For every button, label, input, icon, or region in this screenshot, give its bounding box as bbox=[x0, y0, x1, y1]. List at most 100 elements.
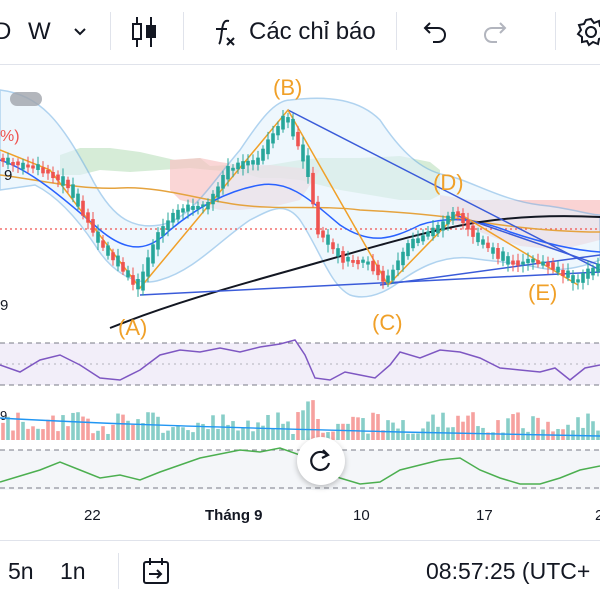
candle-body bbox=[431, 227, 435, 237]
candle-body bbox=[281, 115, 285, 130]
candle-body bbox=[506, 256, 510, 265]
volume-bar bbox=[526, 431, 530, 440]
candle-body bbox=[176, 209, 180, 220]
candle-body bbox=[331, 242, 335, 250]
pane-collapse-handle[interactable] bbox=[10, 92, 42, 106]
candle-body bbox=[1, 157, 5, 162]
settings-button[interactable] bbox=[576, 0, 600, 64]
candle-body bbox=[391, 269, 395, 281]
candlestick-icon bbox=[132, 17, 156, 47]
volume-bar bbox=[246, 420, 250, 440]
candle-body bbox=[231, 167, 235, 171]
go-to-date-button[interactable] bbox=[141, 541, 171, 601]
candle-body bbox=[551, 262, 555, 270]
candle-body bbox=[41, 167, 45, 174]
volume-bar bbox=[26, 428, 30, 440]
candle-body bbox=[371, 260, 375, 272]
candle-body bbox=[531, 258, 535, 263]
volume-bar bbox=[241, 427, 245, 440]
volume-bar bbox=[336, 423, 340, 440]
volume-bar bbox=[31, 426, 35, 440]
volume-pane bbox=[1, 400, 600, 440]
candle-body bbox=[546, 261, 550, 267]
volume-bar bbox=[351, 416, 355, 440]
candle-body bbox=[156, 232, 160, 250]
candle-body bbox=[451, 211, 455, 221]
candle-body bbox=[501, 251, 505, 261]
bottom-toolbar: 5n 1n 08:57:25 (UTC+ bbox=[0, 540, 600, 601]
volume-bar bbox=[106, 433, 110, 440]
candle-body bbox=[221, 174, 225, 189]
timezone-clock[interactable]: 08:57:25 (UTC+ bbox=[426, 541, 590, 601]
wave-label-b: (B) bbox=[273, 75, 302, 100]
candle-body bbox=[466, 219, 470, 230]
volume-bar bbox=[216, 428, 220, 440]
volume-bar bbox=[536, 417, 540, 440]
candle-body bbox=[66, 179, 70, 189]
volume-bar bbox=[111, 424, 115, 440]
range-1d-label: 1n bbox=[60, 557, 86, 584]
candle-body bbox=[556, 266, 560, 273]
volume-bar bbox=[211, 415, 215, 440]
candle-body bbox=[411, 238, 415, 249]
candle-body bbox=[341, 251, 345, 263]
candle-body bbox=[396, 260, 400, 271]
candle-body bbox=[296, 131, 300, 147]
candle-body bbox=[266, 139, 270, 155]
candle-body bbox=[446, 215, 450, 225]
volume-bar bbox=[376, 414, 380, 440]
interval-dropdown-button[interactable] bbox=[72, 0, 88, 64]
redo-button[interactable] bbox=[482, 0, 510, 64]
volume-bar bbox=[321, 432, 325, 440]
toolbar-divider bbox=[183, 12, 184, 50]
reset-chart-button[interactable] bbox=[297, 437, 345, 485]
volume-bar bbox=[446, 427, 450, 440]
range-5d-button[interactable]: 5n bbox=[8, 541, 34, 601]
volume-bar bbox=[191, 432, 195, 440]
candle-body bbox=[261, 148, 265, 161]
volume-bar bbox=[496, 420, 500, 440]
candle-body bbox=[311, 172, 315, 205]
candle-body bbox=[496, 248, 500, 259]
candle-body bbox=[271, 133, 275, 144]
candle-body bbox=[381, 270, 385, 282]
candle-body bbox=[476, 232, 480, 243]
volume-bar bbox=[101, 426, 105, 440]
volume-bar bbox=[341, 423, 345, 440]
candle-body bbox=[191, 206, 195, 210]
candle-body bbox=[421, 235, 425, 242]
calendar-arrow-icon bbox=[143, 558, 169, 584]
candle-body bbox=[111, 252, 115, 261]
candle-body bbox=[106, 245, 110, 256]
candle-body bbox=[21, 162, 25, 170]
volume-bar bbox=[166, 430, 170, 440]
candle-body bbox=[126, 270, 130, 278]
candle-body bbox=[306, 155, 310, 177]
candle-body bbox=[76, 193, 80, 207]
candle-body bbox=[276, 126, 280, 136]
candle-body bbox=[241, 161, 245, 169]
candle-body bbox=[576, 279, 580, 283]
candle-body bbox=[256, 157, 260, 165]
volume-moving-average bbox=[0, 417, 600, 437]
volume-bar bbox=[381, 430, 385, 440]
volume-bar bbox=[566, 424, 570, 440]
volume-bar bbox=[406, 433, 410, 440]
volume-bar bbox=[356, 417, 360, 440]
moving-average-orange bbox=[0, 174, 600, 233]
left-edge-label-percent: %) bbox=[0, 128, 20, 145]
volume-bar bbox=[281, 423, 285, 440]
interval-w-button[interactable]: W bbox=[28, 0, 51, 64]
volume-bar bbox=[421, 428, 425, 440]
range-1d-button[interactable]: 1n bbox=[60, 541, 86, 601]
candle-body bbox=[401, 251, 405, 266]
chart-type-button[interactable] bbox=[130, 0, 158, 64]
volume-bar bbox=[256, 422, 260, 440]
reset-icon bbox=[310, 449, 331, 472]
undo-button[interactable] bbox=[420, 0, 448, 64]
trend-lines bbox=[139, 109, 600, 296]
interval-d-button[interactable]: D bbox=[0, 0, 11, 64]
volume-bar bbox=[196, 422, 200, 440]
indicators-button[interactable]: Các chỉ báo bbox=[206, 0, 376, 64]
volume-bar bbox=[16, 412, 20, 440]
